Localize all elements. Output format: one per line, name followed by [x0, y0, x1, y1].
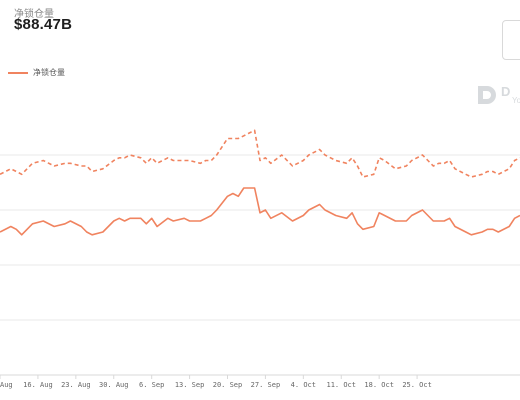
grid: [0, 154, 520, 321]
series-line-dashed: [0, 129, 520, 178]
x-tick-label: 23. Aug: [61, 381, 91, 389]
chart-options-button[interactable]: [502, 20, 520, 60]
series-group: [0, 129, 520, 236]
kpi-value: $88.47B: [14, 16, 73, 33]
x-tick-label: 11. Oct: [326, 381, 356, 389]
x-tick-label: 27. Sep: [251, 381, 281, 389]
x-tick-label: 25. Oct: [402, 381, 432, 389]
x-tick-label: 9. Aug: [0, 381, 13, 389]
watermark-logo-icon: [478, 86, 496, 104]
x-tick-label: 20. Sep: [213, 381, 243, 389]
watermark-subtext: Yo: [512, 96, 520, 105]
watermark-text: D: [501, 84, 511, 99]
x-tick-label: 18. Oct: [364, 381, 394, 389]
kpi-label: 净锁仓量: [14, 9, 54, 20]
x-tick-label: 13. Sep: [175, 381, 205, 389]
x-tick-label: 16. Aug: [23, 381, 53, 389]
legend-swatch: [8, 71, 28, 74]
x-axis: 9. Aug 16. Aug 23. Aug 30. Aug 6. Sep 13. Sep…: [0, 374, 520, 389]
x-tick-label: 30. Aug: [99, 381, 129, 389]
series-line-solid: [0, 187, 520, 236]
legend-label: 净锁仓量: [33, 68, 65, 77]
x-tick-label: 4. Oct: [291, 381, 316, 389]
x-tick-label: 6. Sep: [139, 381, 164, 389]
legend[interactable]: 净锁仓量: [8, 67, 65, 78]
